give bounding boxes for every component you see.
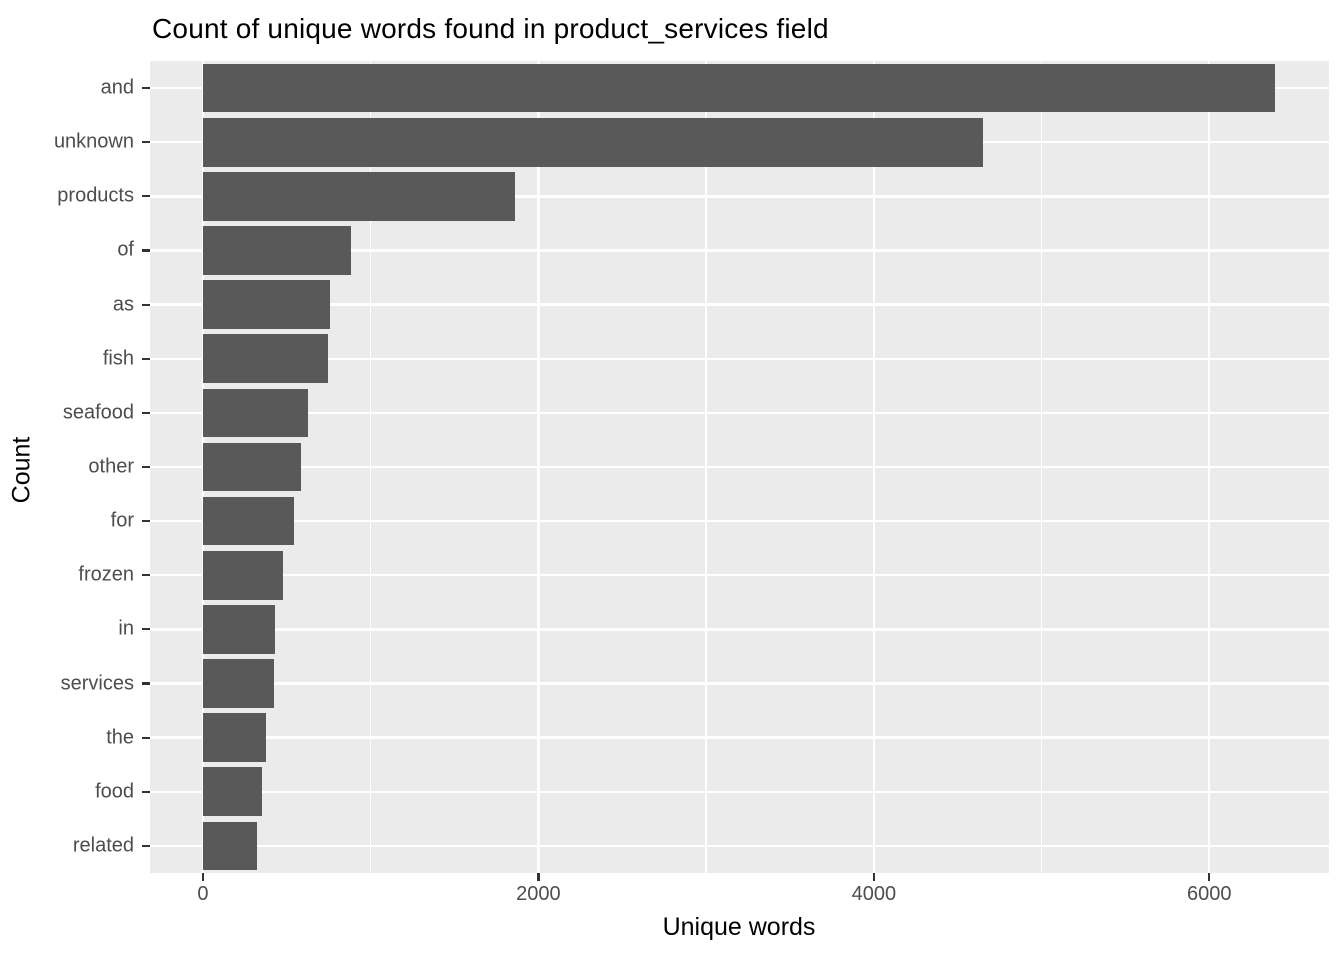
y-tick-label: as [112,293,134,316]
y-tick-mark [142,303,150,306]
gridline-major-h [150,790,1329,793]
y-tick-mark [142,465,150,469]
bar [202,63,1275,113]
y-tick-mark [142,357,150,360]
x-tick-mark [537,873,540,881]
y-tick-label: of [117,238,134,261]
y-tick-label: related [72,834,134,857]
y-tick-label: products [57,184,134,207]
y-tick-label: other [88,455,134,478]
gridline-major-h [150,303,1329,306]
y-tick-mark [142,736,150,739]
y-tick-label: and [100,76,134,99]
bar [202,659,275,708]
y-tick-label: seafood [62,401,134,424]
x-tick-label: 4000 [851,883,897,905]
gridline-major-h [150,411,1329,415]
y-tick-label: the [106,726,134,749]
gridline-major-h [150,465,1329,469]
x-tick-mark [1208,873,1211,881]
y-tick-label: food [95,780,134,803]
y-tick-mark [142,141,150,144]
x-tick-label: 0 [197,883,209,905]
bar [202,117,983,167]
y-tick-label: fish [102,347,134,370]
y-tick-label: services [60,672,134,695]
gridline-major-h [150,682,1329,685]
bar [202,388,308,438]
y-tick-mark [142,682,150,685]
bar [202,605,276,654]
bar [202,713,266,763]
y-tick-mark [142,249,150,252]
bar [202,226,352,275]
y-tick-label: in [118,617,134,640]
bar [202,821,258,871]
y-tick-label: for [110,509,134,532]
y-tick-mark [142,574,150,577]
gridline-major-h [150,736,1329,739]
gridline-major-h [150,574,1329,577]
x-axis-title: Unique words [662,913,816,941]
y-tick-mark [142,844,150,848]
y-tick-label: frozen [78,563,134,586]
gridline-major-h [150,195,1329,198]
bar [202,442,302,492]
y-tick-mark [142,411,150,414]
x-tick-mark [201,873,205,881]
y-tick-mark [142,628,150,631]
bar [202,496,294,546]
y-axis-title: Count [7,436,36,504]
bar [202,550,283,600]
x-tick-label: 6000 [1187,883,1232,905]
x-tick-mark [872,873,875,881]
gridline-major-h [150,249,1329,252]
plot-panel [150,61,1329,873]
y-tick-mark [142,86,150,90]
bar [202,280,330,329]
gridline-major-h [150,519,1329,523]
bar [202,767,262,817]
gridline-major-h [150,357,1329,360]
x-tick-label: 2000 [516,883,561,905]
gridline-major-h [150,628,1329,631]
y-tick-mark [142,195,150,198]
y-tick-mark [142,790,150,793]
bar [202,334,328,384]
bar [202,171,515,221]
y-tick-label: unknown [53,130,134,153]
chart-title: Count of unique words found in product_s… [152,13,829,44]
gridline-major-h [150,844,1329,848]
y-tick-mark [142,520,150,523]
